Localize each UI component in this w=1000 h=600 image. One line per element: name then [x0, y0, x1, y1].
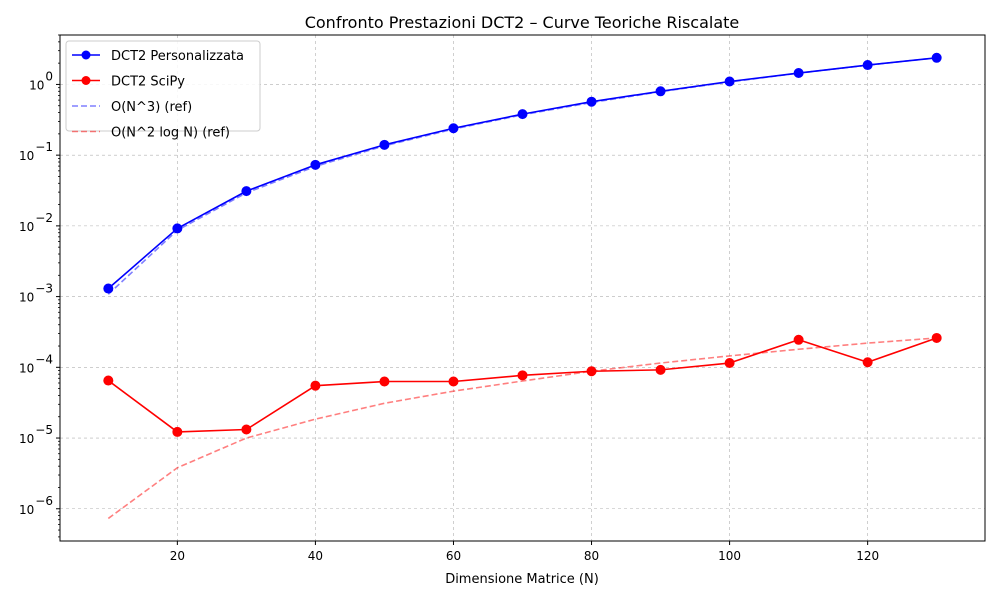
y-tick-label: −210 [19, 211, 53, 234]
y-tick-exponent: −6 [35, 494, 53, 508]
legend: DCT2 Personalizzata DCT2 SciPy O(N^3) (ref… [65, 40, 261, 141]
y-tick-base: 10 [19, 503, 34, 517]
y-tick-label: −110 [19, 140, 53, 163]
x-tick-label: 60 [446, 549, 461, 563]
y-tick-base: 10 [19, 149, 34, 163]
data-point [241, 424, 252, 435]
data-point [655, 364, 666, 375]
legend-item: DCT2 Personalizzata [72, 49, 244, 64]
series-1 [103, 332, 942, 437]
y-tick-exponent: −4 [35, 352, 53, 366]
legend-item: DCT2 SciPy [72, 75, 185, 90]
legend-label: DCT2 Personalizzata [111, 49, 244, 64]
legend-label: O(N^3) (ref) [111, 100, 192, 115]
legend-label: DCT2 SciPy [111, 75, 185, 90]
data-point [241, 186, 252, 197]
series-line [107, 57, 937, 295]
data-point [448, 376, 459, 387]
data-point [724, 358, 735, 369]
data-point [517, 370, 528, 381]
chart-title: Confronto Prestazioni DCT2 – Curve Teori… [305, 13, 740, 32]
y-tick-base: 10 [29, 78, 44, 92]
y-tick-exponent: −1 [35, 140, 53, 154]
y-tick-base: 10 [19, 220, 34, 234]
series-2 [107, 57, 937, 295]
y-tick-label: −510 [19, 423, 53, 446]
y-tick-label: −310 [19, 282, 53, 305]
legend-label: O(N^2 log N) (ref) [111, 126, 230, 141]
series-3 [107, 337, 937, 520]
legend-box [65, 40, 261, 132]
data-point [103, 375, 114, 386]
y-tick-exponent: −2 [35, 211, 53, 225]
x-tick-label: 120 [856, 549, 879, 563]
data-point [379, 376, 390, 387]
y-tick-exponent: −5 [35, 423, 53, 437]
y-tick-base: 10 [19, 291, 34, 305]
x-tick-label: 20 [170, 549, 185, 563]
data-point [172, 426, 183, 437]
legend-item: O(N^3) (ref) [72, 100, 192, 115]
data-point [379, 139, 390, 150]
grid [60, 35, 985, 541]
plot-frame [59, 34, 986, 542]
y-tick-base: 10 [19, 432, 34, 446]
y-tick-label: −610 [19, 494, 53, 517]
x-axis: 20 40 60 80 100 120 [170, 541, 879, 563]
y-tick-base: 10 [19, 361, 34, 375]
legend-marker [81, 76, 91, 85]
y-tick-label: 010 [29, 69, 53, 92]
data-point [310, 380, 321, 391]
data-point [172, 223, 183, 234]
series-line [107, 337, 937, 520]
y-tick-label: −410 [19, 352, 53, 375]
data-point [862, 357, 873, 368]
legend-marker [81, 50, 91, 60]
y-tick-exponent: −3 [35, 282, 53, 296]
x-tick-label: 100 [718, 549, 741, 563]
series-layer [103, 52, 942, 520]
x-tick-label: 40 [308, 549, 323, 563]
y-tick-exponent: 0 [45, 69, 53, 83]
data-point [793, 334, 804, 345]
legend-item: O(N^2 log N) (ref) [72, 126, 230, 141]
data-point [103, 283, 114, 294]
x-tick-label: 80 [584, 549, 599, 563]
x-axis-label: Dimensione Matrice (N) [445, 572, 599, 587]
